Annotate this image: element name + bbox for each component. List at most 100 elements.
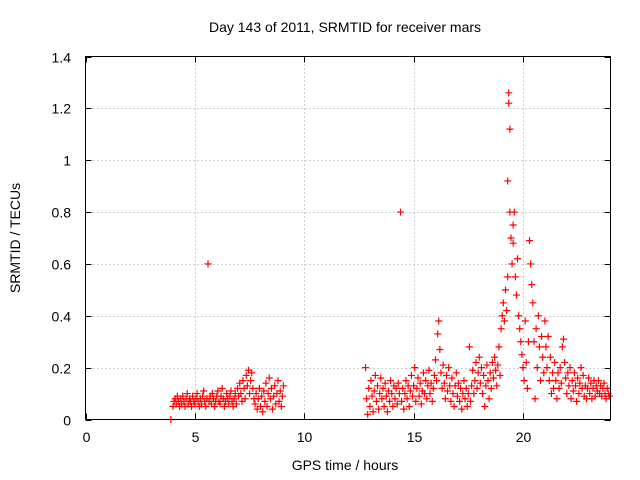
data-point <box>247 377 255 385</box>
data-point <box>432 356 439 364</box>
data-point <box>216 400 224 408</box>
data-point <box>414 374 422 382</box>
data-point <box>444 387 452 395</box>
data-point <box>257 403 264 411</box>
data-point <box>241 395 249 403</box>
data-point <box>264 390 272 398</box>
x-tick-labels: 0 5 10 15 20 <box>83 429 532 445</box>
data-point <box>382 392 390 400</box>
data-point <box>526 237 534 245</box>
data-point <box>522 358 530 366</box>
data-point <box>389 403 397 411</box>
data-point <box>211 403 219 411</box>
data-point <box>600 379 608 387</box>
data-point <box>277 403 285 411</box>
data-point <box>441 395 449 403</box>
data-point <box>227 387 235 395</box>
data-point <box>591 392 599 400</box>
data-point <box>472 358 480 366</box>
x-tick-label: 5 <box>192 429 200 445</box>
data-point <box>204 260 212 268</box>
data-point <box>523 384 531 392</box>
data-point <box>509 239 517 247</box>
data-point <box>482 382 490 390</box>
data-point <box>260 387 268 395</box>
data-point <box>539 353 547 361</box>
data-point <box>491 353 499 361</box>
data-point <box>411 364 419 372</box>
data-point <box>263 403 271 411</box>
y-tick-label: 0.6 <box>52 257 72 273</box>
data-point <box>465 343 473 351</box>
data-point <box>239 377 247 385</box>
data-point <box>467 397 474 405</box>
data-point <box>541 317 549 325</box>
data-point <box>448 374 456 382</box>
data-point <box>447 397 455 405</box>
data-point <box>545 377 553 385</box>
y-tick-labels: 0 0.2 0.4 0.6 0.8 1 1.2 1.4 <box>52 50 72 429</box>
data-point <box>452 369 460 377</box>
data-point <box>376 390 384 398</box>
data-point <box>365 384 373 392</box>
data-point <box>369 408 377 416</box>
data-point <box>474 369 482 377</box>
data-point <box>246 390 254 398</box>
data-point <box>544 333 552 341</box>
data-point <box>527 260 535 268</box>
data-point <box>529 299 537 307</box>
data-point <box>605 392 613 400</box>
data-point <box>520 377 528 385</box>
data-point <box>226 392 234 400</box>
data-point <box>487 384 495 392</box>
data-point <box>577 364 585 372</box>
data-point <box>495 343 503 351</box>
data-point <box>497 325 505 333</box>
data-point <box>392 384 400 392</box>
data-point <box>512 291 520 299</box>
data-point <box>276 387 284 395</box>
data-point <box>568 377 576 385</box>
data-point <box>364 410 372 418</box>
data-point <box>456 397 464 405</box>
data-point <box>546 353 554 361</box>
data-point <box>251 400 259 408</box>
data-point <box>566 364 574 372</box>
data-point <box>199 392 207 400</box>
data-point <box>368 392 376 400</box>
data-point <box>483 361 491 369</box>
data-point <box>417 400 425 408</box>
data-point <box>434 330 442 338</box>
data-point <box>533 364 541 372</box>
data-point <box>440 379 448 387</box>
data-point <box>585 374 593 382</box>
data-point <box>488 358 496 366</box>
data-point <box>471 377 479 385</box>
data-point <box>494 361 502 369</box>
data-point <box>202 403 210 411</box>
data-point <box>438 384 446 392</box>
y-tick-label: 0.8 <box>52 205 72 221</box>
data-point <box>477 364 485 372</box>
data-point <box>183 390 191 398</box>
data-point <box>521 317 529 325</box>
data-point <box>496 371 504 379</box>
data-point <box>572 382 579 390</box>
data-point <box>242 371 250 379</box>
data-point <box>450 403 458 411</box>
data-point <box>262 379 270 387</box>
data-point <box>436 345 444 353</box>
data-point <box>271 382 279 390</box>
data-point <box>218 384 226 392</box>
data-point <box>409 392 417 400</box>
data-point <box>511 273 519 281</box>
data-point <box>574 374 582 382</box>
data-point <box>363 395 371 403</box>
data-point <box>237 390 245 398</box>
data-point <box>362 364 369 372</box>
grid-lines <box>85 56 611 420</box>
data-point <box>564 369 572 377</box>
data-point <box>387 377 395 385</box>
data-point <box>537 377 544 385</box>
